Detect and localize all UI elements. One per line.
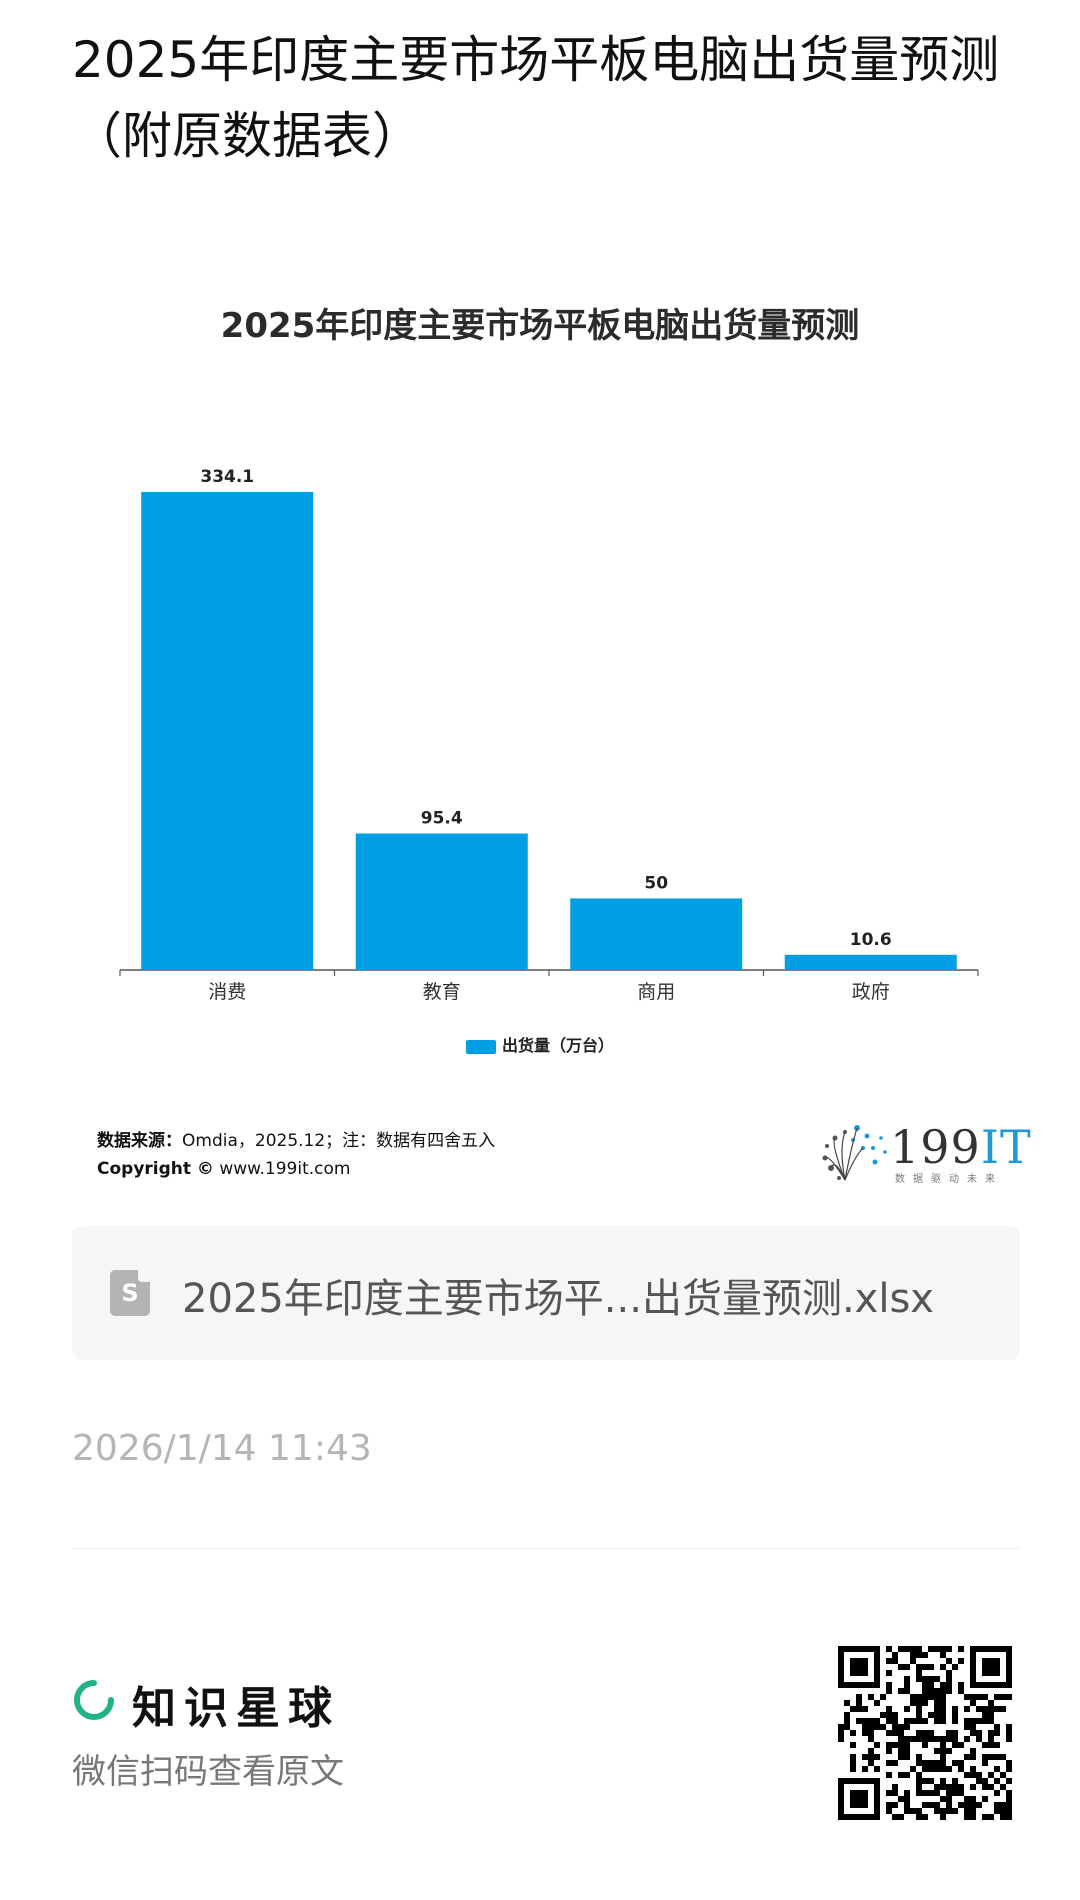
logo-slogan: 数据驱动未来 <box>895 1174 1003 1185</box>
chart-legend: 出货量（万台） <box>0 1032 1080 1056</box>
chart-title: 2025年印度主要市场平板电脑出货量预测 <box>220 306 860 346</box>
data-source: 数据来源：Omdia，2025.12；注：数据有四舍五入 Copyright ©… <box>97 1127 495 1183</box>
attachment-card[interactable]: S 2025年印度主要市场平...出货量预测.xlsx <box>72 1226 1020 1360</box>
logo-wordmark: 199IT <box>890 1120 1032 1174</box>
x-tick-label: 商用 <box>637 981 675 1003</box>
legend-label: 出货量（万台） <box>501 1036 614 1055</box>
x-tick-label: 消费 <box>208 981 246 1003</box>
bar-value-label: 10.6 <box>850 930 892 950</box>
bar-4 <box>784 954 957 970</box>
post-timestamp: 2026/1/14 11:43 <box>72 1428 372 1469</box>
attachment-filename: 2025年印度主要市场平...出货量预测.xlsx <box>182 1276 934 1322</box>
copyright-label: Copyright © <box>97 1159 214 1179</box>
brand-name: 知识星球 <box>132 1683 340 1734</box>
x-tick-label: 政府 <box>852 981 890 1003</box>
199it-logo: 199IT 数据驱动未来 <box>815 1118 1031 1188</box>
chart-canvas: 334.1 消费 95.4 教育 50 商用 10.6 政府 <box>119 467 979 1003</box>
bar-1 <box>141 492 314 970</box>
dandelion-icon <box>822 1125 887 1181</box>
spreadsheet-file-icon: S <box>110 1270 150 1316</box>
legend-swatch <box>465 1039 496 1054</box>
x-tick-label: 教育 <box>423 981 461 1003</box>
source-text: Omdia，2025.12；注：数据有四舍五入 <box>182 1131 496 1151</box>
bar-value-label: 334.1 <box>200 467 254 487</box>
qr-code-icon[interactable] <box>838 1646 1012 1820</box>
divider <box>72 1548 1020 1549</box>
scan-hint: 微信扫码查看原文 <box>72 1752 344 1792</box>
source-label: 数据来源： <box>97 1131 182 1151</box>
bar-3 <box>570 898 743 970</box>
page-title: 2025年印度主要市场平板电脑出货量预测（附原数据表） <box>72 31 1000 165</box>
bar-value-label: 50 <box>644 873 668 893</box>
zsxq-logo-icon <box>74 1680 114 1720</box>
bar-2 <box>355 833 528 970</box>
bar-chart: 2025年印度主要市场平板电脑出货量预测 334.1 消费 95.4 教育 50 商用 10… <box>0 280 1080 1080</box>
copyright-text: www.199it.com <box>219 1159 351 1179</box>
bar-value-label: 95.4 <box>421 809 463 829</box>
